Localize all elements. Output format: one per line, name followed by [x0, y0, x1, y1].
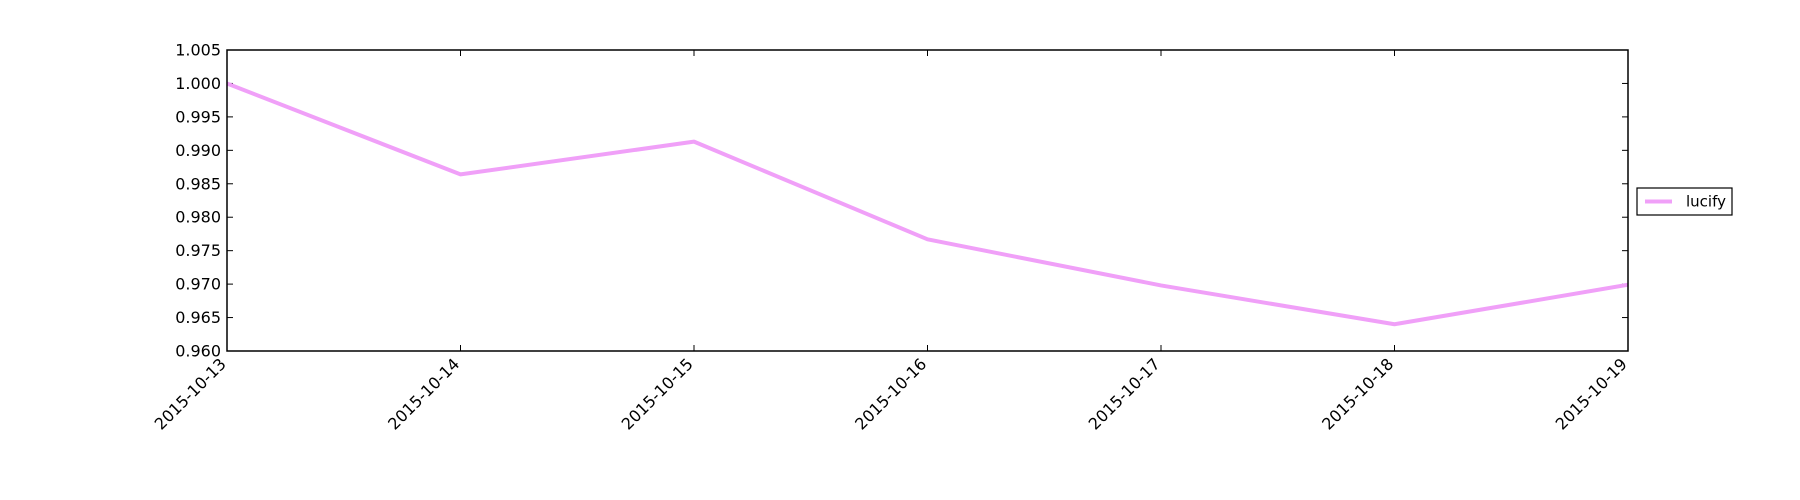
x-tick-label: 2015-10-19: [1552, 354, 1631, 433]
y-tick-label: 0.970: [175, 275, 221, 294]
x-tick-label: 2015-10-17: [1085, 354, 1164, 433]
y-tick-label: 0.995: [175, 107, 221, 126]
y-tick-label: 1.000: [175, 74, 221, 93]
plot-area-frame: [226, 49, 1629, 352]
x-tick-label: 2015-10-13: [151, 354, 230, 433]
series-line-lucify: [227, 81, 1628, 327]
x-tick-label: 2015-10-18: [1318, 354, 1397, 433]
x-tick-label: 2015-10-15: [618, 354, 697, 433]
x-tick-label: 2015-10-16: [851, 354, 930, 433]
y-tick-label: 1.005: [175, 41, 221, 60]
y-tick-label: 0.960: [175, 342, 221, 361]
legend-label-lucify: lucify: [1686, 193, 1726, 211]
y-tick-label: 0.965: [175, 308, 221, 327]
x-axis-ticks: 2015-10-13 2015-10-14 2015-10-15 2015-10-16…: [151, 50, 1631, 434]
series-layer: [227, 81, 1628, 327]
y-tick-label: 0.980: [175, 208, 221, 227]
y-tick-label: 0.985: [175, 174, 221, 193]
y-tick-label: 0.990: [175, 141, 221, 160]
y-axis-ticks: 0.960 0.965 0.970 0.975 0.980 0.985 0.990 0.995…: [175, 41, 1628, 361]
y-tick-label: 0.975: [175, 241, 221, 260]
legend: lucify: [1636, 187, 1733, 216]
x-tick-label: 2015-10-14: [384, 354, 463, 433]
